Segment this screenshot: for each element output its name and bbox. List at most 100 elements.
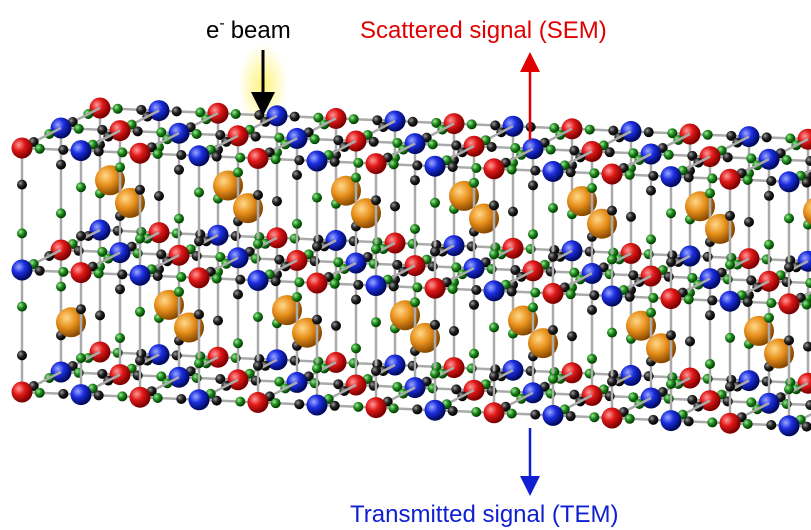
small-atom (764, 240, 774, 250)
small-atom (471, 163, 481, 173)
small-atom (430, 320, 440, 330)
small-atom (310, 134, 320, 144)
small-atom (174, 165, 184, 175)
small-atom (174, 287, 184, 297)
small-atom (528, 302, 538, 312)
small-atom (430, 198, 440, 208)
small-atom (644, 127, 654, 137)
small-atom (507, 409, 517, 419)
small-atom (705, 310, 715, 320)
small-atom (743, 297, 753, 307)
corner-atom (720, 413, 741, 434)
small-atom (271, 398, 281, 408)
small-atom (371, 244, 381, 254)
corner-atom (543, 405, 564, 426)
corner-atom (720, 169, 741, 190)
corner-atom (661, 288, 682, 309)
corner-atom (12, 138, 33, 159)
small-atom (56, 160, 66, 170)
small-atom (589, 168, 599, 178)
small-atom (469, 178, 479, 188)
small-atom (566, 167, 576, 177)
small-atom (489, 249, 499, 259)
small-atom (666, 330, 676, 340)
corner-atom (543, 161, 564, 182)
corner-atom (779, 171, 800, 192)
small-atom (448, 284, 458, 294)
small-atom (194, 309, 204, 319)
small-atom (135, 307, 145, 317)
small-atom (725, 333, 735, 343)
small-atom (330, 279, 340, 289)
small-atom (312, 193, 322, 203)
small-atom (566, 411, 576, 421)
small-atom (607, 328, 617, 338)
lattice-diagram: e-beam Scattered signal (SEM) Transmitte… (0, 0, 811, 530)
corner-atom (602, 286, 623, 307)
small-atom (803, 342, 811, 352)
small-atom (292, 219, 302, 229)
small-atom (784, 262, 794, 272)
corner-atom (366, 397, 387, 418)
small-atom (176, 150, 186, 160)
small-atom (233, 338, 243, 348)
small-atom (725, 211, 735, 221)
small-atom (589, 412, 599, 422)
small-atom (194, 187, 204, 197)
small-atom (153, 393, 163, 403)
small-atom (648, 293, 658, 303)
small-atom (353, 402, 363, 412)
small-atom (94, 390, 104, 400)
small-atom (154, 191, 164, 201)
small-atom (705, 359, 715, 369)
corner-atom (307, 273, 328, 294)
small-atom (135, 234, 145, 244)
small-atom (766, 176, 776, 186)
small-atom (546, 145, 556, 155)
corner-atom (602, 408, 623, 429)
small-atom (117, 147, 127, 157)
corner-atom (425, 400, 446, 421)
small-atom (115, 333, 125, 343)
small-atom (58, 389, 68, 399)
small-atom (176, 394, 186, 404)
small-atom (471, 407, 481, 417)
small-atom (507, 287, 517, 297)
corner-atom (248, 148, 269, 169)
small-atom (666, 208, 676, 218)
small-atom (35, 266, 45, 276)
small-atom (35, 144, 45, 154)
small-atom (587, 183, 597, 193)
small-atom (412, 282, 422, 292)
small-atom (410, 175, 420, 185)
corner-atom (720, 291, 741, 312)
small-atom (17, 228, 27, 238)
small-atom (743, 175, 753, 185)
small-atom (585, 125, 595, 135)
small-atom (743, 419, 753, 429)
small-atom (76, 231, 86, 241)
corner-atom (602, 164, 623, 185)
small-atom (469, 300, 479, 310)
corner-atom (484, 402, 505, 423)
small-atom (233, 167, 243, 177)
lattice (12, 98, 811, 437)
small-atom (253, 239, 263, 249)
small-atom (212, 396, 222, 406)
small-atom (174, 214, 184, 224)
small-atom (467, 119, 477, 129)
small-atom (764, 191, 774, 201)
small-atom (35, 388, 45, 398)
corner-atom (12, 382, 33, 403)
corner-atom (307, 395, 328, 416)
small-atom (548, 374, 558, 384)
small-atom (548, 252, 558, 262)
beam-label-sup: - (219, 15, 224, 32)
small-atom (56, 208, 66, 218)
corner-atom (189, 389, 210, 410)
small-atom (271, 276, 281, 286)
small-atom (94, 146, 104, 156)
small-atom (294, 155, 304, 165)
small-atom (487, 142, 497, 152)
corner-atom (12, 260, 33, 281)
